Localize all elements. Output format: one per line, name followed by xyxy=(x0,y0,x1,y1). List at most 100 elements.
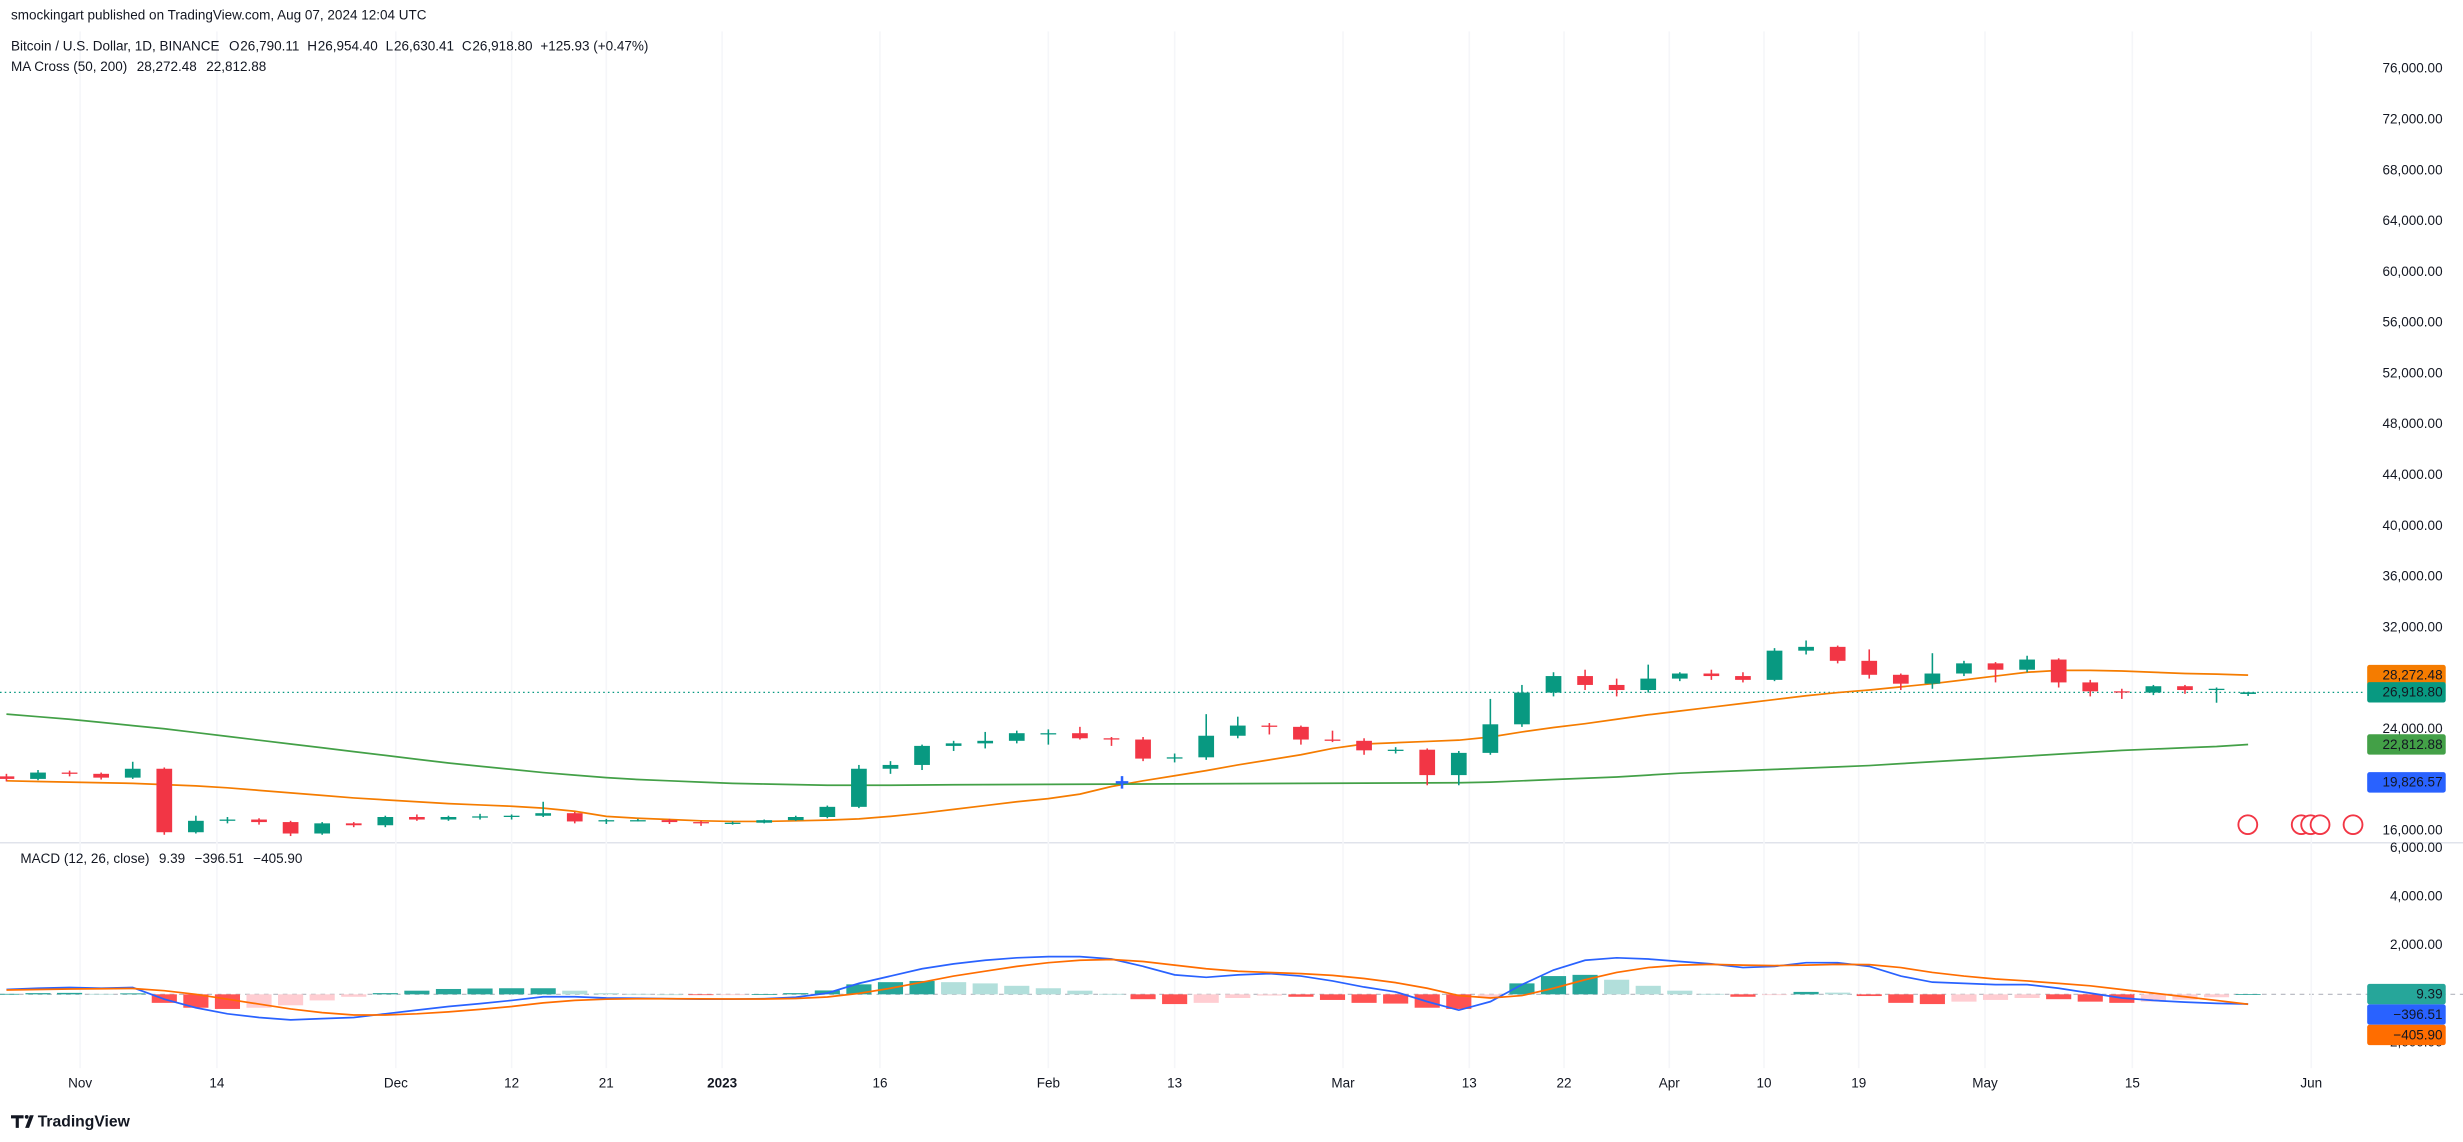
moving-average-line xyxy=(6,713,2249,787)
candle-body xyxy=(345,823,362,826)
price-label: 28,272.48 xyxy=(2383,667,2443,682)
candle-body xyxy=(1387,749,1404,751)
ohlc-value: 26,630.41 xyxy=(394,39,454,54)
candle-body xyxy=(1987,663,2004,670)
x-tick-label: May xyxy=(1972,1075,1998,1090)
histogram-bar xyxy=(1982,994,2009,1000)
value-label-box xyxy=(2367,1024,2446,1046)
histogram-bar xyxy=(2140,994,2166,1002)
histogram-bar xyxy=(1667,990,1693,995)
histogram-bar xyxy=(751,994,777,995)
price-change: +125.93 (+0.47%) xyxy=(540,39,648,54)
histogram-bar xyxy=(1856,994,1882,997)
candle-body xyxy=(1419,749,1436,776)
histogram-bar xyxy=(1004,985,1030,995)
price-label-box xyxy=(2367,734,2446,755)
candle-body xyxy=(535,813,552,816)
event-marker xyxy=(2342,814,2364,836)
candle-body xyxy=(1261,725,1278,727)
candle-body xyxy=(503,815,520,817)
logo-mark xyxy=(10,1115,34,1128)
histogram-bar xyxy=(2014,994,2040,998)
histogram-bar xyxy=(972,983,998,995)
candle-body xyxy=(156,768,173,833)
ohlc-key: L xyxy=(386,39,394,54)
logo-dot xyxy=(24,1114,29,1119)
value-label-box xyxy=(2367,1004,2446,1025)
histogram-bar xyxy=(909,980,935,995)
event-markers xyxy=(2237,814,2364,836)
candle-body xyxy=(1166,757,1183,759)
candle-body xyxy=(787,816,804,821)
candle-body xyxy=(882,764,899,769)
candle-body xyxy=(93,773,110,778)
ohlc-value: 26,918.80 xyxy=(472,39,532,54)
indicator-value: −405.90 xyxy=(253,851,302,866)
y-tick-label: 68,000.00 xyxy=(2383,162,2443,177)
histogram-bar xyxy=(372,993,398,995)
candle-body xyxy=(2177,686,2193,691)
crosshair xyxy=(1115,776,1129,789)
candle-body xyxy=(598,820,615,822)
candle-body xyxy=(1514,692,1530,725)
histogram-bar xyxy=(1288,994,1314,997)
candle-body xyxy=(1450,752,1467,776)
candle-body xyxy=(1956,663,1972,674)
x-tick-label: Apr xyxy=(1659,1075,1681,1090)
candle-body xyxy=(472,816,488,818)
candle-body xyxy=(2050,659,2067,683)
y-tick-label: 76,000.00 xyxy=(2383,61,2443,76)
y-tick-label: 4,000.00 xyxy=(2390,889,2443,904)
candle-body xyxy=(2082,682,2099,692)
histogram-bar xyxy=(1446,994,1472,1009)
x-tick-label: 12 xyxy=(504,1075,519,1090)
histogram-bar xyxy=(783,993,809,995)
histogram-bar xyxy=(1193,994,1219,1003)
grid xyxy=(0,31,2463,1069)
candle-body xyxy=(219,819,236,821)
histogram-bar xyxy=(530,988,556,995)
brand: TradingView xyxy=(38,1113,131,1130)
candle-body xyxy=(2240,692,2256,694)
candle-body xyxy=(282,822,299,834)
histogram-bar xyxy=(1761,994,1788,996)
price-label-box xyxy=(2367,772,2446,793)
histogram-bar xyxy=(1793,991,1819,995)
candle-body xyxy=(693,822,709,824)
x-tick-label: 19 xyxy=(1851,1075,1866,1090)
candle-body xyxy=(30,772,46,779)
candle-body xyxy=(251,819,267,823)
candle-body xyxy=(61,772,78,774)
candle-body xyxy=(2113,691,2130,693)
histogram-bar xyxy=(309,994,335,1001)
candle-body xyxy=(1766,650,1783,680)
candle-body xyxy=(724,822,741,824)
y-tick-label: 6,000.00 xyxy=(2390,840,2443,855)
ohlc-value: 26,954.40 xyxy=(318,39,378,54)
macd-line xyxy=(6,958,2249,1016)
histogram-bar xyxy=(341,994,367,997)
brand-logo xyxy=(10,1114,34,1128)
histogram-bar xyxy=(625,993,651,995)
histogram-bar xyxy=(1477,994,1503,998)
indicator-title: MACD (12, 26, close) xyxy=(20,851,149,866)
candle-body xyxy=(2019,659,2035,670)
labels: 16,000.0020,000.0024,000.0028,000.0032,0… xyxy=(11,39,2446,1090)
candle-body xyxy=(0,776,15,779)
price-label: 22,812.88 xyxy=(2383,737,2443,752)
ohlc-key: H xyxy=(307,39,317,54)
candle-body xyxy=(2208,688,2225,691)
candle-body xyxy=(1545,676,1562,693)
y-tick-label: 56,000.00 xyxy=(2383,315,2443,330)
candle-body xyxy=(1103,738,1120,740)
y-tick-label: 64,000.00 xyxy=(2383,213,2443,228)
histogram-bar xyxy=(562,990,588,995)
y-tick-label: 2,000.00 xyxy=(2390,937,2443,952)
candle-body xyxy=(661,820,678,823)
candle-body xyxy=(124,768,141,778)
histogram-bar xyxy=(1730,994,1756,997)
y-tick-label: 24,000.00 xyxy=(2383,721,2443,736)
ohlc-key: C xyxy=(462,39,472,54)
